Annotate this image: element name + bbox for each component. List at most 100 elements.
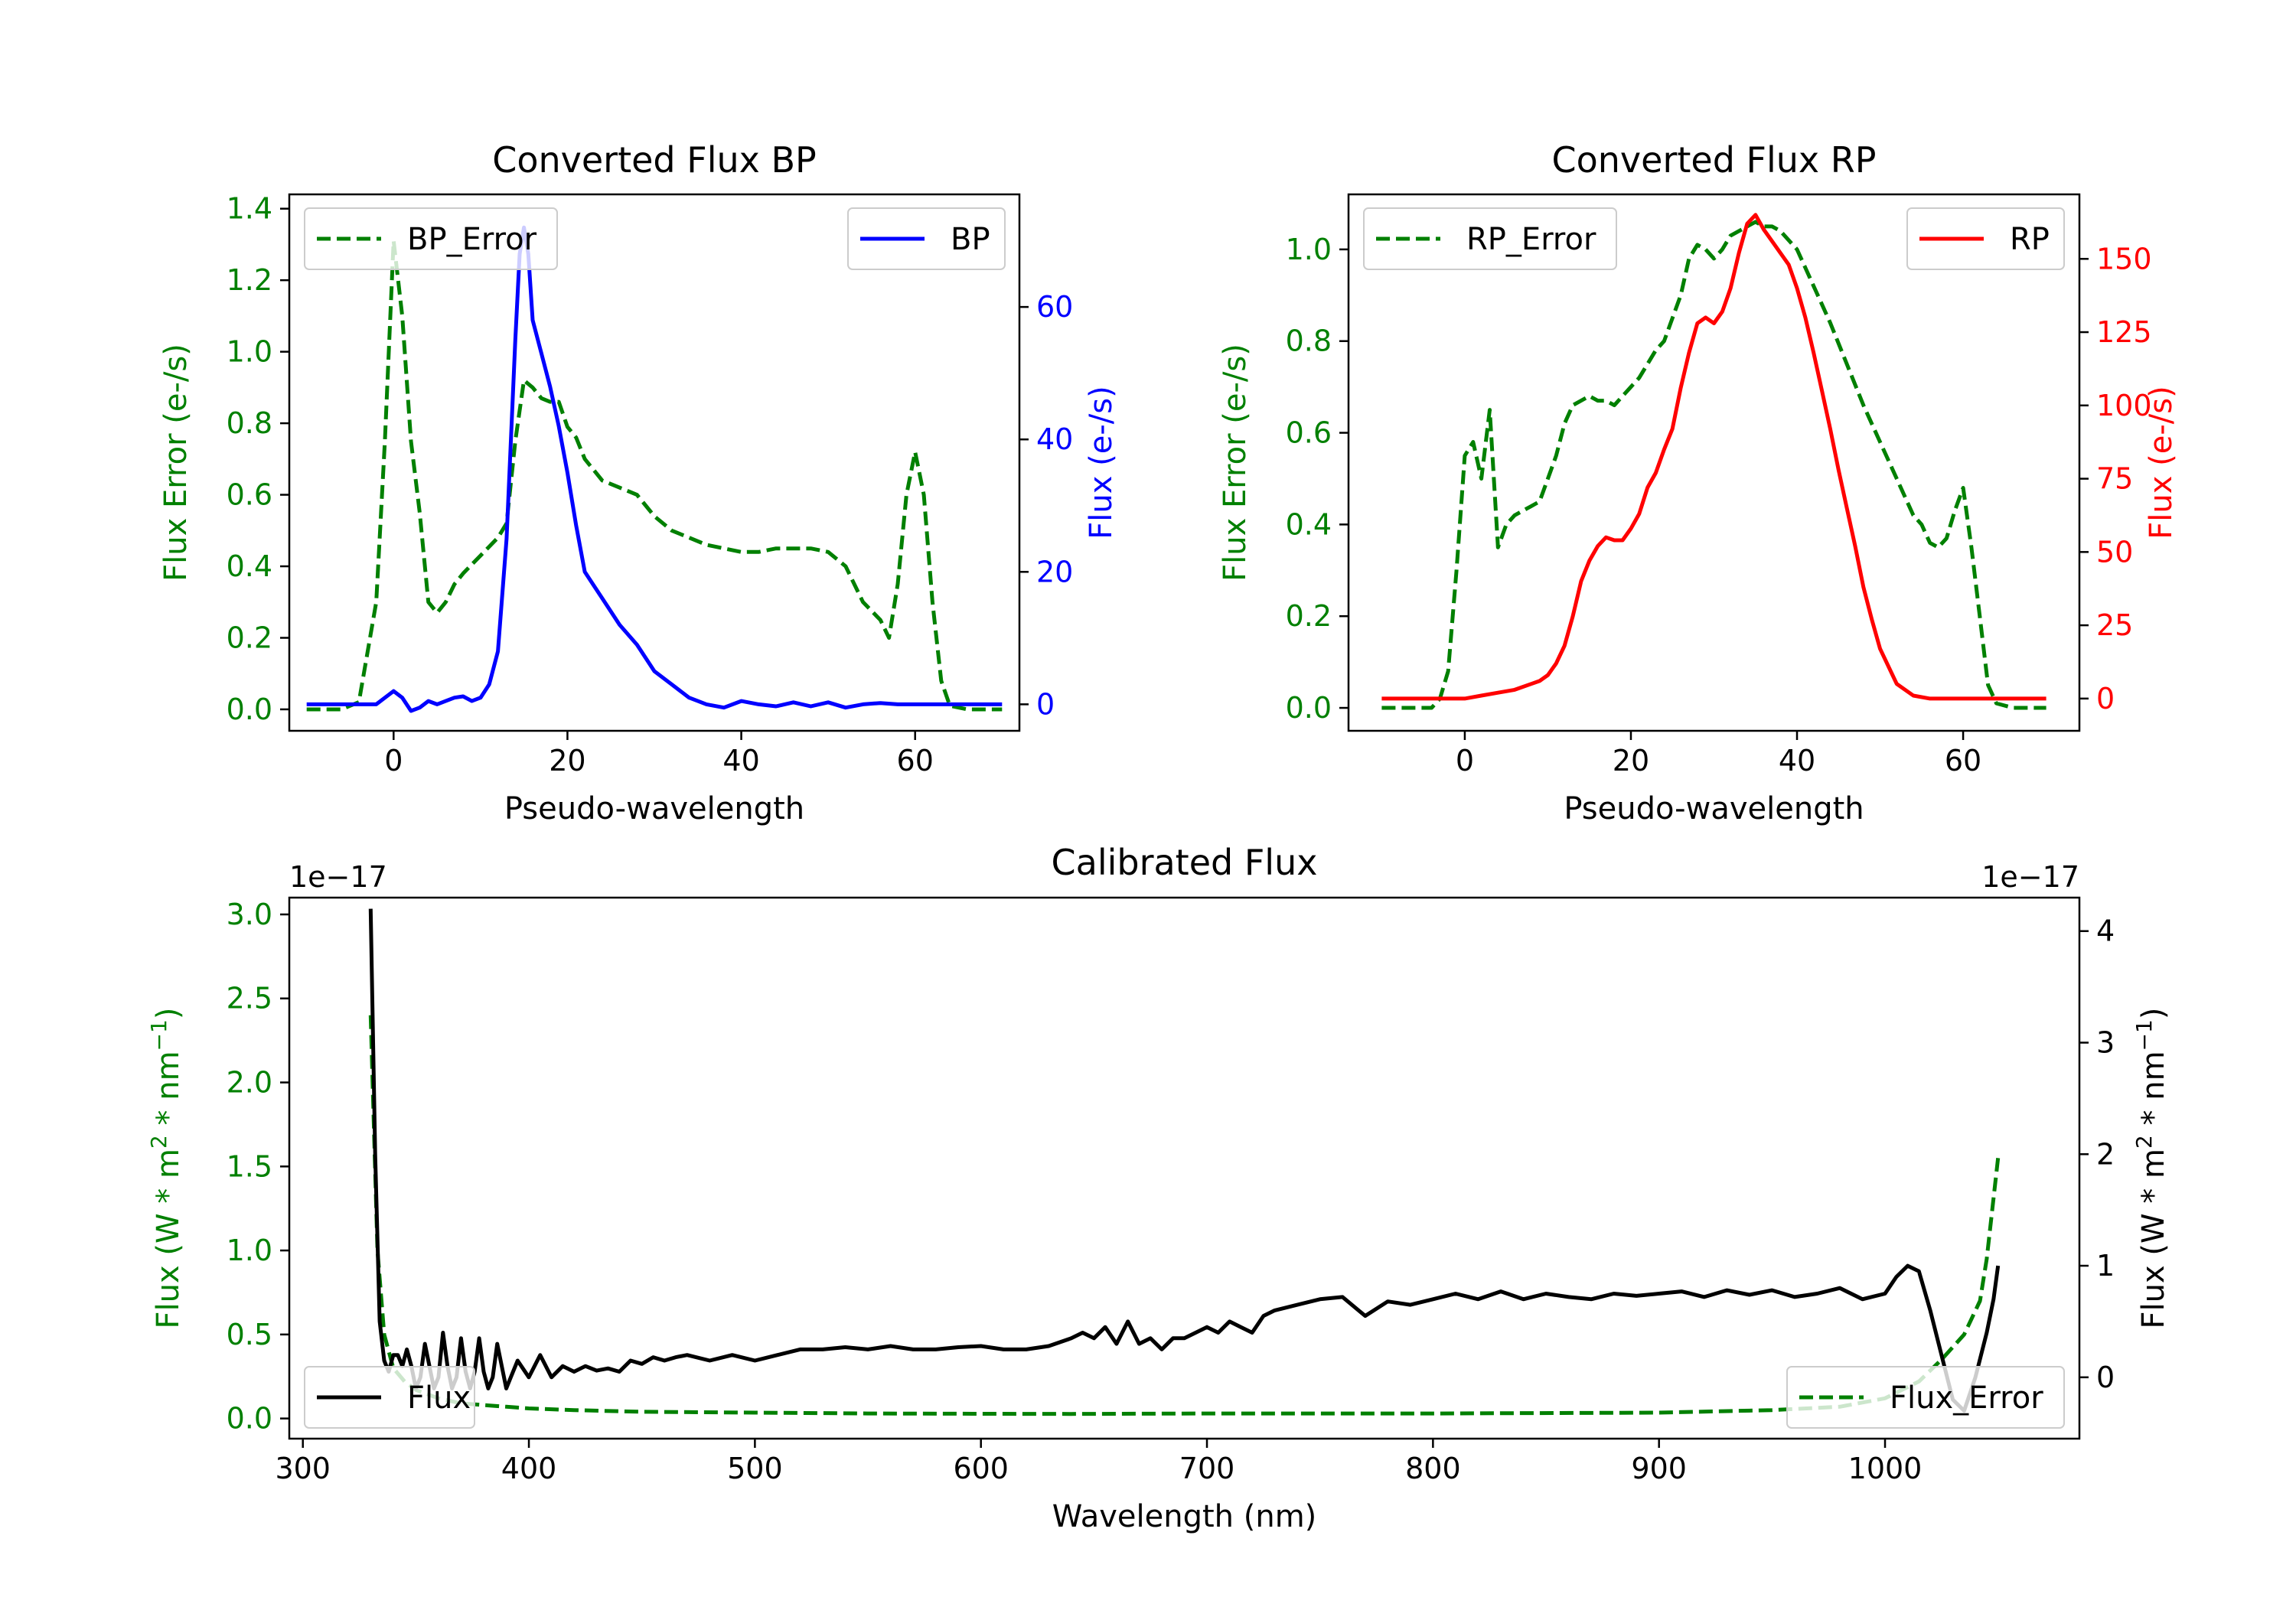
- x-tick-label: 60: [897, 744, 934, 777]
- y-tick-label-right: 40: [1036, 422, 1073, 456]
- y-axis-label-right: Flux (e-/s): [2144, 386, 2179, 539]
- legend-right: BP: [847, 207, 1006, 270]
- y-tick-label-left: 0.0: [227, 693, 272, 726]
- legend-left: BP_Error: [304, 207, 558, 270]
- legend-label: Flux: [407, 1380, 471, 1416]
- x-tick-label: 40: [1779, 744, 1815, 777]
- y-tick-label-left: 1.4: [227, 192, 272, 226]
- y-tick-label-left: 0.2: [227, 621, 272, 654]
- series-group: [306, 225, 1003, 713]
- y-tick-label-left: 0.6: [227, 478, 272, 512]
- x-tick-label: 500: [727, 1452, 783, 1485]
- y-tick-label-left: 0.5: [227, 1318, 272, 1351]
- x-axis-label: Pseudo-wavelength: [504, 791, 804, 826]
- series-line-flux: [368, 908, 2001, 1413]
- legend-box: [304, 1366, 475, 1429]
- x-tick-label: 600: [953, 1452, 1009, 1485]
- x-tick-label: 20: [549, 744, 585, 777]
- legend-box: [847, 207, 1006, 270]
- legend-left: RP_Error: [1363, 207, 1617, 270]
- y-tick-label-left: 1.5: [227, 1149, 272, 1183]
- y-tick-label-right: 3: [2096, 1026, 2115, 1060]
- y-tick-label-left: 1.0: [227, 1234, 272, 1267]
- legend-right: RP: [1906, 207, 2065, 270]
- x-axis-label: Pseudo-wavelength: [1564, 791, 1864, 826]
- legend-box: [304, 207, 558, 270]
- legend-right: Flux_Error: [1786, 1366, 2065, 1429]
- x-axis-label: Wavelength (nm): [1052, 1499, 1317, 1534]
- series-line-rp-error: [1381, 220, 2047, 710]
- legend-label: RP: [2010, 222, 2050, 257]
- y-axis-label-right: Flux (W * m2 * nm−1): [2131, 1008, 2172, 1329]
- y-tick-label-left: 0.2: [1286, 599, 1332, 633]
- y-tick-label-right: 25: [2096, 608, 2133, 642]
- y-tick-label-left: 2.5: [227, 982, 272, 1015]
- y-tick-label-right: 75: [2096, 462, 2133, 496]
- legend-box: [1906, 207, 2065, 270]
- offset-label-left: 1e−17: [289, 860, 387, 894]
- y-tick-label-left: 0.4: [227, 549, 272, 583]
- y-tick-label-right: 0: [1036, 687, 1055, 721]
- series-group: [1381, 213, 2047, 710]
- x-tick-label: 700: [1179, 1452, 1235, 1485]
- chart-panel-1: 0 20 40 60 0.0 0.2 0.4 0.6 0.8 1.0 1.2 1.4 0 20 40 60 Co…: [158, 139, 1119, 826]
- axes-frame: [1347, 193, 2081, 732]
- x-tick-label: 300: [275, 1452, 331, 1485]
- y-tick-label-left: 1.0: [227, 335, 272, 369]
- legend-box: [1786, 1366, 2065, 1429]
- y-tick-label-right: 60: [1036, 290, 1073, 324]
- chart-title: Converted Flux BP: [492, 139, 817, 181]
- series-line-rp: [1381, 213, 2047, 701]
- x-tick-label: 1000: [1848, 1452, 1923, 1485]
- offset-label-right: 1e−17: [1981, 860, 2079, 894]
- y-tick-label-right: 4: [2096, 914, 2115, 948]
- legend-box: [1363, 207, 1617, 270]
- y-tick-label-left: 0.8: [1286, 324, 1332, 358]
- y-tick-label-right: 150: [2096, 242, 2152, 275]
- axes-frame: [288, 896, 2081, 1440]
- y-axis-label-left: Flux (W * m2 * nm−1): [146, 1008, 187, 1329]
- y-tick-label-right: 20: [1036, 555, 1073, 588]
- x-tick-label: 800: [1405, 1452, 1461, 1485]
- y-tick-label-left: 2.0: [227, 1066, 272, 1100]
- y-axis-label-right: Flux (e-/s): [1084, 386, 1119, 539]
- y-tick-label-right: 125: [2096, 315, 2152, 349]
- y-tick-label-right: 50: [2096, 535, 2133, 569]
- y-tick-label-left: 3.0: [227, 898, 272, 931]
- y-tick-label-left: 0.6: [1286, 416, 1332, 450]
- x-tick-label: 900: [1631, 1452, 1687, 1485]
- x-tick-label: 0: [1456, 744, 1474, 777]
- y-tick-label-right: 2: [2096, 1137, 2115, 1171]
- series-line-bp: [306, 225, 1003, 713]
- chart-panel-3: 300 400 500 600 700 800 900 1000 0.0 0.5 1.0 1.5 2.0…: [146, 842, 2172, 1534]
- legend-left: Flux: [304, 1366, 475, 1429]
- series-line-bp-error: [306, 239, 1003, 712]
- y-tick-label-left: 0.0: [1286, 691, 1332, 725]
- y-axis-label-left: Flux Error (e-/s): [1218, 344, 1253, 582]
- y-tick-label-left: 1.0: [1286, 233, 1332, 266]
- y-tick-label-right: 0: [2096, 682, 2115, 715]
- x-tick-label: 40: [722, 744, 759, 777]
- y-tick-label-left: 1.2: [227, 263, 272, 297]
- chart-title: Converted Flux RP: [1552, 139, 1877, 181]
- legend-label: BP: [951, 222, 990, 257]
- chart-title: Calibrated Flux: [1052, 842, 1318, 883]
- x-tick-label: 20: [1613, 744, 1649, 777]
- y-tick-label-left: 0.8: [227, 406, 272, 440]
- x-tick-label: 60: [1945, 744, 1981, 777]
- legend-label: BP_Error: [407, 222, 537, 257]
- y-tick-label-right: 1: [2096, 1249, 2115, 1283]
- legend-label: RP_Error: [1466, 222, 1596, 257]
- y-tick-label-left: 0.0: [227, 1402, 272, 1436]
- y-tick-label-right: 100: [2096, 389, 2152, 422]
- y-tick-label-right: 0: [2096, 1361, 2115, 1394]
- legend-label: Flux_Error: [1890, 1380, 2043, 1416]
- axes-frame: [288, 193, 1021, 732]
- series-line-flux-error: [368, 1015, 2001, 1416]
- y-tick-label-left: 0.4: [1286, 507, 1332, 541]
- x-tick-label: 0: [384, 744, 403, 777]
- x-tick-label: 400: [501, 1452, 557, 1485]
- chart-panel-2: 0 20 40 60 0.0 0.2 0.4 0.6 0.8 1.0 0 25 50 75 100 125 15…: [1218, 139, 2179, 826]
- y-axis-label-left: Flux Error (e-/s): [158, 344, 194, 582]
